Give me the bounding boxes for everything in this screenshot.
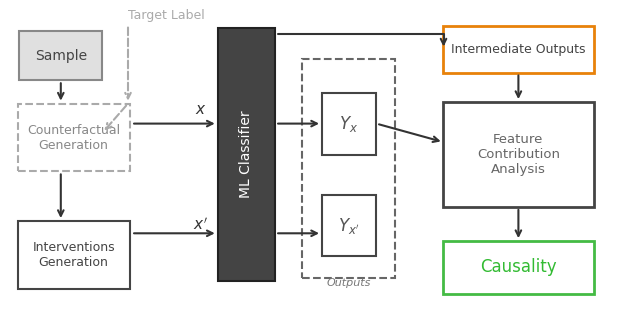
Bar [444, 26, 594, 73]
Bar [444, 241, 594, 294]
Text: Counterfactual
Generation: Counterfactual Generation [27, 124, 120, 151]
Text: $Y_{x'}$: $Y_{x'}$ [338, 216, 360, 235]
Text: Target Label: Target Label [128, 9, 205, 22]
Text: Feature
Contribution
Analysis: Feature Contribution Analysis [477, 133, 560, 176]
Text: Interventions
Generation: Interventions Generation [32, 241, 115, 269]
Text: Sample: Sample [35, 49, 87, 63]
Bar [444, 102, 594, 207]
Text: ML Classifier: ML Classifier [239, 111, 253, 198]
Bar [18, 221, 130, 289]
Bar [218, 28, 275, 281]
Bar [322, 93, 376, 154]
Text: $x$: $x$ [195, 102, 206, 117]
Bar [322, 195, 376, 256]
Text: $x'$: $x'$ [193, 217, 208, 233]
Bar [18, 104, 130, 171]
Text: Intermediate Outputs: Intermediate Outputs [451, 43, 586, 56]
Bar [19, 31, 102, 80]
Bar [303, 59, 396, 278]
Text: Outputs: Outputs [326, 278, 371, 288]
Text: Causality: Causality [480, 258, 557, 276]
Text: $Y_x$: $Y_x$ [339, 114, 358, 133]
